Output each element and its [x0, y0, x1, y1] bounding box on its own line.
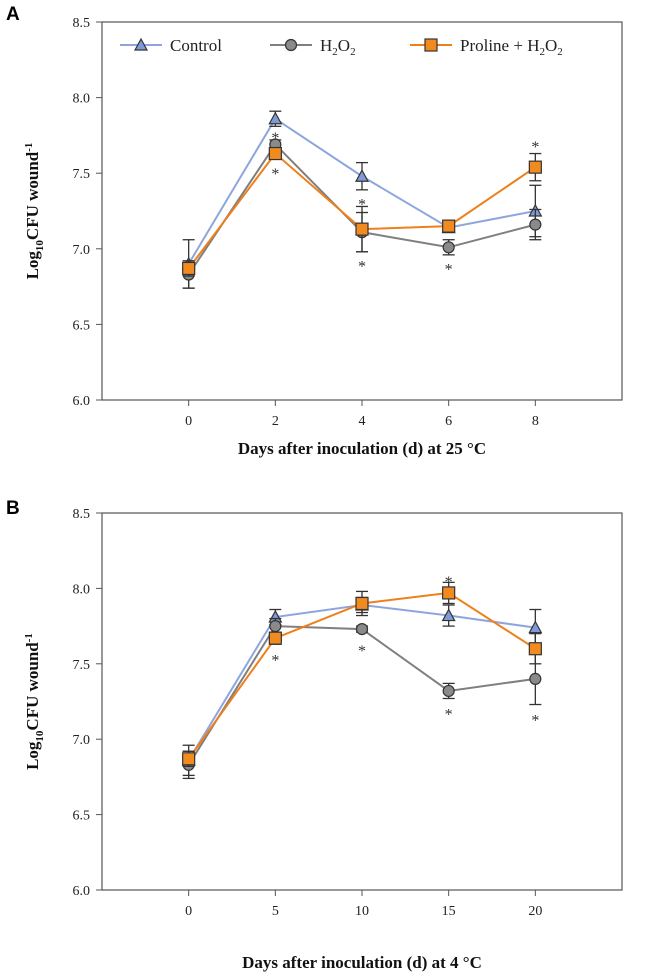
y-tick-label: 7.0: [73, 243, 91, 258]
data-point: [528, 620, 543, 634]
legend-marker: [424, 38, 438, 52]
data-point: [268, 111, 283, 125]
data-point: [269, 619, 282, 633]
x-tick-label: 8: [532, 414, 539, 429]
significance-asterisk: *: [271, 652, 279, 669]
y-axis-label: Log10CFU wound-1: [23, 143, 46, 280]
legend-label: Proline + H2O2: [460, 36, 563, 58]
x-tick-label: 10: [355, 904, 369, 919]
data-point: [355, 623, 369, 636]
y-tick-label: 6.5: [73, 318, 91, 333]
x-tick-label: 5: [272, 904, 279, 919]
y-tick-label: 8.0: [73, 92, 91, 107]
x-tick-label: 0: [185, 414, 192, 429]
x-tick-label: 0: [185, 904, 192, 919]
plot-frame: [101, 512, 623, 891]
y-tick-label: 6.0: [73, 884, 91, 899]
data-point: [528, 160, 542, 174]
data-point: [354, 168, 370, 182]
y-tick-label: 7.5: [73, 658, 91, 673]
y-tick-label: 8.0: [73, 582, 91, 597]
data-point: [441, 608, 456, 622]
y-tick-label: 6.5: [73, 809, 91, 824]
legend: Control H2O2 Proline + H2O2: [120, 36, 563, 58]
data-point: [528, 642, 542, 656]
x-tick-label: 6: [445, 414, 452, 429]
significance-asterisk: *: [445, 707, 453, 724]
chart-panel-A: A 6.0 6.5 7.0 7.5 8.0 8.5 0 2 4 6 8 Days after inocu…: [6, 4, 623, 458]
data-point: [442, 684, 455, 698]
panel-label: A: [6, 4, 20, 25]
significance-asterisk: *: [531, 139, 539, 156]
y-tick-label: 7.5: [73, 167, 91, 182]
x-axis-label: Days after inoculation (d) at 25 °C: [238, 439, 486, 458]
data-point: [442, 241, 455, 254]
x-axis-label: Days after inoculation (d) at 4 °C: [242, 953, 482, 972]
legend-label: H2O2: [320, 36, 356, 58]
significance-asterisk: *: [445, 261, 453, 278]
panel-label: B: [6, 498, 20, 519]
legend-marker: [133, 37, 149, 51]
x-tick-label: 20: [528, 904, 542, 919]
significance-asterisk: *: [358, 196, 366, 213]
legend-item: Control: [120, 36, 222, 55]
x-tick-label: 4: [359, 414, 366, 429]
y-tick-label: 8.5: [73, 507, 91, 522]
significance-asterisk: *: [531, 713, 539, 730]
significance-asterisk: *: [358, 258, 366, 275]
y-tick-label: 8.5: [73, 16, 91, 31]
data-point: [529, 672, 542, 685]
legend-label: Control: [170, 36, 222, 55]
data-point: [442, 219, 456, 233]
significance-asterisk: *: [358, 643, 366, 660]
x-tick-label: 2: [272, 414, 279, 429]
data-point: [268, 631, 282, 645]
data-point: [529, 218, 542, 231]
legend-marker: [284, 38, 298, 52]
series-proline-h2o2: [182, 146, 542, 277]
significance-asterisk: *: [445, 574, 453, 591]
data-point: [355, 222, 369, 236]
data-point: [268, 146, 282, 161]
legend-item: H2O2: [270, 36, 356, 58]
significance-asterisk: *: [271, 130, 279, 147]
series-proline-h2o2: [182, 581, 542, 767]
x-tick-label: 15: [442, 904, 456, 919]
chart-panel-B: B 6.0 6.5 7.0 7.5 8.0 8.5 0 5 10 15 20 Days after in…: [6, 498, 623, 972]
data-point: [442, 586, 456, 600]
y-axis-label: Log10CFU wound-1: [23, 633, 46, 770]
data-point: [182, 261, 196, 276]
y-tick-label: 7.0: [73, 733, 91, 748]
data-point: [355, 596, 369, 611]
y-tick-label: 6.0: [73, 394, 91, 409]
significance-asterisk: *: [271, 166, 279, 183]
legend-item: Proline + H2O2: [410, 36, 563, 58]
data-point: [182, 752, 196, 766]
